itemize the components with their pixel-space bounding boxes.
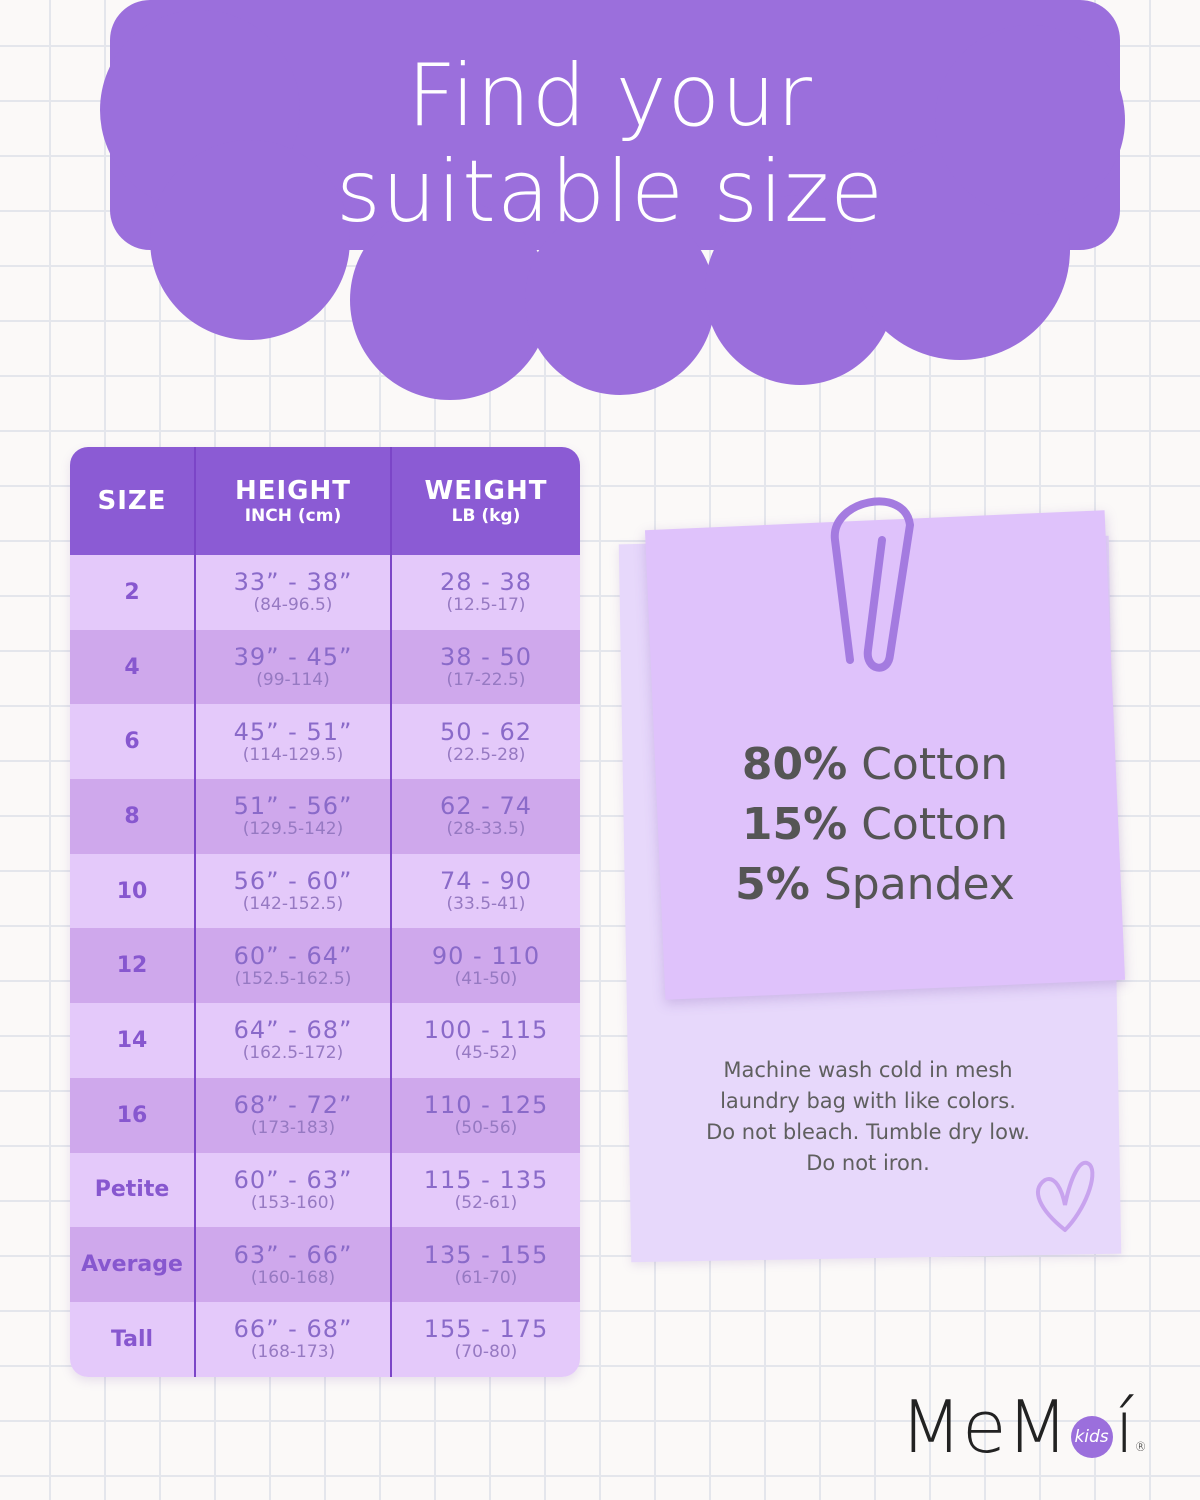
- size-chart-table: SIZE HEIGHT INCH (cm) WEIGHT LB (kg) 2 33”…: [70, 447, 580, 1377]
- height-cell: 56” - 60” (142-152.5): [196, 853, 392, 929]
- table-row: 16 68” - 72” (173-183) 110 - 125 (50-56): [70, 1077, 580, 1153]
- header-size: SIZE: [70, 447, 196, 555]
- paperclip-icon: [830, 497, 915, 672]
- size-cell: 2: [70, 555, 196, 630]
- size-cell: 4: [70, 629, 196, 705]
- size-cell: Average: [70, 1227, 196, 1302]
- weight-cell: 90 - 110 (41-50): [431, 941, 541, 989]
- title-line-1: Find your: [407, 46, 813, 146]
- table-row: 4 39” - 45” (99-114) 38 - 50 (17-22.5): [70, 629, 580, 705]
- height-cell: 60” - 64” (152.5-162.5): [196, 928, 392, 1004]
- composition-line: 5% Spandex: [735, 859, 1015, 910]
- size-cell: 12: [70, 928, 196, 1004]
- title-line-2: suitable size: [335, 142, 885, 242]
- size-cell: 14: [70, 1003, 196, 1078]
- height-cell: 66” - 68” (168-173): [196, 1301, 392, 1377]
- size-cell: 6: [70, 704, 196, 780]
- table-row: 2 33” - 38” (84-96.5) 28 - 38 (12.5-17): [70, 555, 580, 630]
- height-cell: 33” - 38” (84-96.5): [196, 555, 392, 630]
- height-cell: 51” - 56” (129.5-142): [196, 779, 392, 854]
- table-row: 8 51” - 56” (129.5-142) 62 - 74 (28-33.5): [70, 779, 580, 854]
- table-row: 14 64” - 68” (162.5-172) 100 - 115 (45-52): [70, 1003, 580, 1078]
- fabric-composition: 80% Cotton 15% Cotton 5% Spandex: [680, 735, 1070, 915]
- weight-cell: 110 - 125 (50-56): [423, 1091, 549, 1139]
- table-row: Petite 60” - 63” (153-160) 115 - 135 (52-6…: [70, 1152, 580, 1228]
- height-cell: 68” - 72” (173-183): [196, 1077, 392, 1153]
- header-weight: WEIGHT LB (kg): [424, 476, 548, 526]
- table-row: 10 56” - 60” (142-152.5) 74 - 90 (33.5-41): [70, 853, 580, 929]
- header-height: HEIGHT INCH (cm): [196, 447, 392, 555]
- page-title: Find your suitable size: [300, 48, 920, 240]
- height-cell: 45” - 51” (114-129.5): [196, 704, 392, 780]
- weight-cell: 38 - 50 (17-22.5): [440, 643, 532, 691]
- weight-cell: 155 - 175 (70-80): [423, 1315, 549, 1363]
- height-cell: 63” - 66” (160-168): [196, 1227, 392, 1302]
- brand-logo: MeM kids í ®: [900, 1385, 1147, 1469]
- composition-line: 15% Cotton: [741, 799, 1009, 850]
- table-body: 2 33” - 38” (84-96.5) 28 - 38 (12.5-17) 4 3…: [70, 555, 580, 1377]
- table-row: Tall 66” - 68” (168-173) 155 - 175 (70-80): [70, 1301, 580, 1377]
- weight-cell: 135 - 155 (61-70): [423, 1240, 549, 1288]
- size-cell: Petite: [70, 1152, 196, 1228]
- table-row: Average 63” - 66” (160-168) 135 - 155 (61-…: [70, 1227, 580, 1302]
- weight-cell: 28 - 38 (12.5-17): [440, 568, 532, 616]
- size-cell: 8: [70, 779, 196, 854]
- weight-cell: 100 - 115 (45-52): [423, 1016, 549, 1064]
- heart-doodle-icon: [1035, 1160, 1095, 1232]
- table-header: SIZE HEIGHT INCH (cm) WEIGHT LB (kg): [70, 447, 580, 555]
- size-cell: 16: [70, 1077, 196, 1153]
- table-row: 12 60” - 64” (152.5-162.5) 90 - 110 (41-50…: [70, 928, 580, 1004]
- weight-cell: 115 - 135 (52-61): [423, 1165, 549, 1213]
- size-cell: 10: [70, 853, 196, 929]
- care-instructions: Machine wash cold in mesh laundry bag wi…: [706, 1058, 1030, 1175]
- size-cell: Tall: [70, 1301, 196, 1377]
- weight-cell: 50 - 62 (22.5-28): [440, 717, 532, 765]
- height-cell: 60” - 63” (153-160): [196, 1152, 392, 1228]
- composition-line: 80% Cotton: [741, 739, 1009, 790]
- weight-cell: 74 - 90 (33.5-41): [440, 867, 532, 915]
- title-cloud: [100, 0, 1125, 400]
- height-cell: 39” - 45” (99-114): [196, 629, 392, 705]
- weight-cell: 62 - 74 (28-33.5): [440, 792, 532, 840]
- height-cell: 64” - 68” (162.5-172): [196, 1003, 392, 1078]
- table-row: 6 45” - 51” (114-129.5) 50 - 62 (22.5-28): [70, 704, 580, 780]
